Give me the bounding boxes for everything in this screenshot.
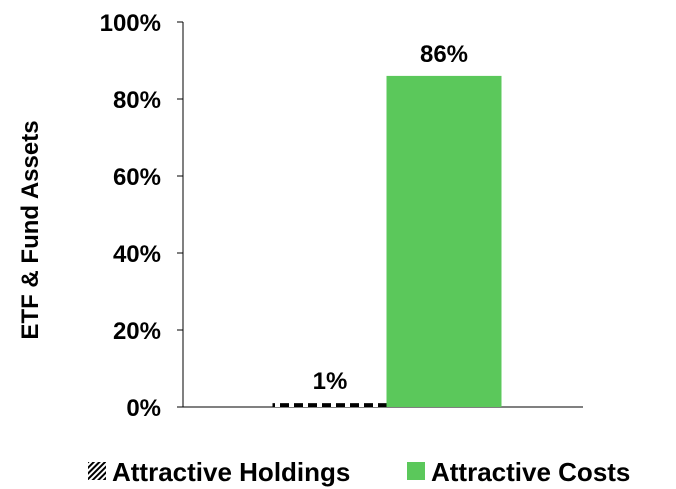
bar-attractive-holdings bbox=[272, 403, 388, 407]
data-labels: 1% 86% bbox=[313, 41, 468, 395]
y-tick-label: 20% bbox=[113, 318, 161, 345]
data-label: 86% bbox=[420, 41, 468, 68]
y-tick-label: 100% bbox=[100, 10, 161, 37]
legend-swatch bbox=[88, 462, 106, 480]
data-label: 1% bbox=[313, 368, 348, 395]
bar-attractive-costs bbox=[386, 75, 502, 408]
y-tick-label: 40% bbox=[113, 241, 161, 268]
y-tick-label: 60% bbox=[113, 164, 161, 191]
y-axis-label: ETF & Fund Assets bbox=[17, 120, 44, 339]
legend-label: Attractive Costs bbox=[431, 457, 630, 487]
y-tick-label: 80% bbox=[113, 87, 161, 114]
legend-swatch bbox=[407, 462, 425, 480]
y-ticks: 0% 20% 40% 60% 80% 100% bbox=[100, 10, 183, 422]
legend-label: Attractive Holdings bbox=[112, 457, 350, 487]
y-tick-label: 0% bbox=[126, 395, 161, 422]
bars bbox=[272, 75, 502, 408]
legend: Attractive Holdings Attractive Costs bbox=[88, 457, 630, 487]
